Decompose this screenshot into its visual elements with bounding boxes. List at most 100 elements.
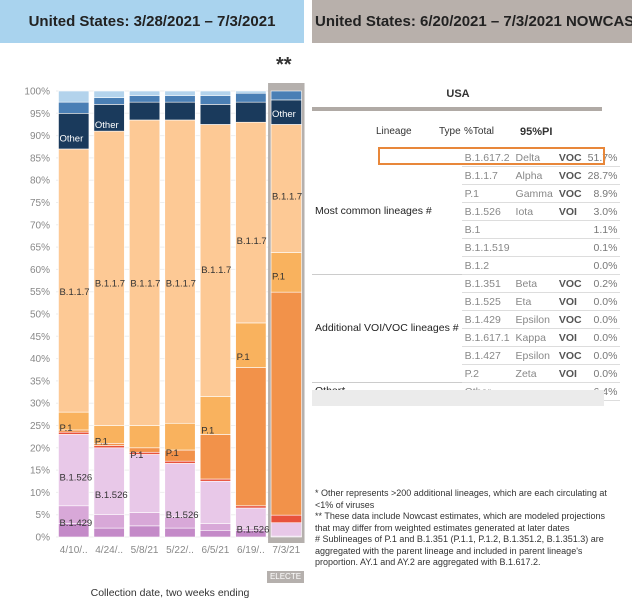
bar-segment	[129, 90, 161, 96]
who-label-cell: Delta	[512, 149, 556, 167]
y-tick-label: 80%	[30, 176, 50, 187]
bar-segment	[58, 434, 90, 507]
region-divider	[312, 107, 602, 111]
footnote: ** These data include Nowcast estimates,…	[315, 511, 605, 533]
percent-cell: 0.0%	[584, 292, 621, 311]
header-right-title: United States: 6/20/2021 – 7/3/2021 NOWC…	[315, 13, 632, 30]
bar-label: P.1	[166, 448, 179, 459]
stacked-bar-chart: 0% 5% 10% 15% 20% 25% 30% 35% 40% 45% 50% 55% 60% 65%…	[24, 83, 305, 556]
lineage-cell: B.1.2	[461, 256, 513, 275]
bar-segment	[199, 434, 231, 480]
bar-segment	[235, 90, 267, 94]
header-left: United States: 3/28/2021 – 7/3/2021	[0, 0, 304, 43]
bar-segment	[93, 514, 125, 529]
footnotes: * Other represents >200 additional linea…	[315, 488, 615, 569]
bar-label: B.1.526	[95, 490, 128, 501]
bar-label: Other	[59, 133, 83, 144]
bar-segment	[129, 119, 161, 426]
who-label-cell: Epsilon	[512, 346, 556, 365]
bar-segment	[199, 480, 231, 524]
header-left-title: United States: 3/28/2021 – 7/3/2021	[28, 13, 276, 30]
variant-type-cell	[555, 220, 585, 239]
selected-tab[interactable]: ELECTE	[267, 571, 304, 583]
bar-segment	[270, 90, 302, 101]
lineage-cell: B.1.1.519	[461, 238, 513, 257]
bar-label: P.1	[130, 450, 143, 461]
bar-label: B.1.526	[166, 510, 199, 521]
footnote: # Sublineages of P.1 and B.1.351 (P.1.1,…	[315, 534, 604, 567]
bar-label: B.1.1.7	[130, 278, 160, 289]
lineage-cell: B.1.427	[461, 346, 513, 365]
table-row: B.1.617.1 Kappa VOI 0.0%	[312, 328, 621, 347]
col-total: %Total	[464, 126, 495, 137]
percent-cell: 0.0%	[584, 256, 621, 275]
variant-type-cell: VOC	[555, 184, 585, 203]
y-tick-label: 60%	[30, 265, 50, 276]
y-tick-label: 55%	[30, 287, 50, 298]
col-pi: 95%PI	[520, 126, 553, 138]
bar-segment	[235, 101, 267, 123]
variant-type-cell	[555, 238, 585, 257]
y-tick-label: 20%	[30, 443, 50, 454]
bar-segment	[164, 463, 196, 518]
region-title: USA	[446, 88, 470, 100]
percent-cell: 1.1%	[584, 220, 621, 239]
bar-segment	[93, 97, 125, 105]
bar-segment	[129, 512, 161, 527]
bar-segment	[270, 514, 302, 524]
lineage-cell: B.1.526	[461, 202, 513, 221]
bar-segment	[270, 124, 302, 253]
bar-segment	[270, 291, 302, 516]
table-row: B.1.526 Iota VOI 3.0%	[312, 202, 621, 221]
bar-segment	[164, 90, 196, 96]
y-tick-label: 85%	[30, 153, 50, 164]
x-tick-label: 5/22/..	[166, 545, 194, 556]
bar-segment	[235, 322, 267, 368]
variant-type-cell	[555, 256, 585, 275]
lineage-cell: B.1.617.2	[461, 149, 513, 167]
bar-segment	[270, 522, 302, 537]
col-lineage: Lineage	[376, 126, 412, 137]
y-tick-label: 50%	[30, 310, 50, 321]
bar-label: P.1	[95, 437, 108, 448]
variant-type-cell: VOI	[555, 292, 585, 311]
table-row: B.1.1.7 Alpha VOC 28.7%	[312, 166, 621, 185]
table-row: B.1.429 Epsilon VOC 0.0%	[312, 310, 621, 329]
y-tick-label: 90%	[30, 131, 50, 142]
lineage-table: Most common lineages # B.1.617.2 Delta VOC 5…	[312, 149, 621, 401]
nowcast-marker: **	[276, 54, 292, 76]
x-axis-title: Collection date, two weeks ending	[90, 587, 250, 599]
bar-segment	[164, 119, 196, 424]
bar-label: P.1	[201, 425, 214, 436]
who-label-cell: Gamma	[512, 184, 556, 203]
y-tick-label: 65%	[30, 243, 50, 254]
y-tick-label: 5%	[36, 510, 51, 521]
variant-type-cell: VOI	[555, 364, 585, 383]
variant-type-cell: VOI	[555, 328, 585, 347]
lineage-cell: B.1.525	[461, 292, 513, 311]
percent-cell: 0.0%	[584, 310, 621, 329]
table-row: B.1.525 Eta VOI 0.0%	[312, 292, 621, 311]
bar-segment	[235, 505, 267, 509]
bar-label: B.1.1.7	[201, 265, 231, 276]
bar-segment	[129, 95, 161, 103]
bar-segment	[93, 527, 125, 538]
x-tick-label: 4/10/..	[60, 545, 88, 556]
y-tick-label: 0%	[36, 533, 51, 544]
x-tick-label: 6/5/21	[202, 545, 230, 556]
bar-segment	[58, 90, 90, 103]
who-label-cell: Epsilon	[512, 310, 556, 329]
who-label-cell	[512, 256, 556, 275]
table-row: B.1 1.1%	[312, 220, 621, 239]
col-type: Type	[439, 126, 461, 137]
bar-label: B.1.526	[59, 472, 92, 483]
bar-segment	[199, 90, 231, 96]
bar-segment	[129, 525, 161, 538]
y-tick-label: 25%	[30, 421, 50, 432]
y-tick-label: 100%	[24, 87, 50, 98]
who-label-cell	[512, 238, 556, 257]
bar-segment	[199, 478, 231, 482]
who-label-cell: Iota	[512, 202, 556, 221]
variant-type-cell: VOI	[555, 202, 585, 221]
bar-label: B.1.526	[237, 524, 270, 535]
